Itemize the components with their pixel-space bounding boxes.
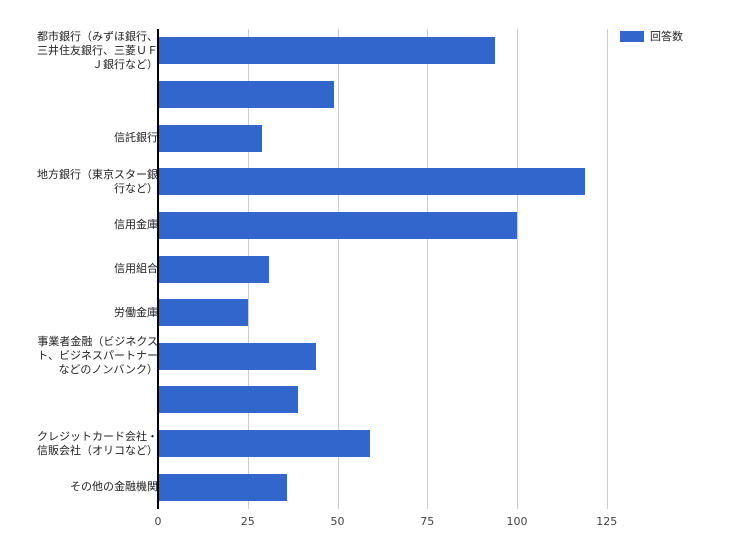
bar[interactable]: [158, 342, 316, 370]
x-tick-label: 100: [506, 515, 528, 528]
x-tick-label: 25: [240, 515, 255, 528]
category-label: 信用組合: [114, 262, 158, 275]
bar[interactable]: [158, 124, 263, 152]
bar[interactable]: [158, 299, 248, 327]
category-label: 都市銀行（みずほ銀行、 三井住友銀行、三菱ＵＦ Ｊ銀行など）: [37, 29, 158, 71]
bar[interactable]: [158, 80, 334, 108]
bar[interactable]: [158, 168, 586, 196]
gridline: [606, 29, 608, 509]
category-label: 信託銀行: [114, 131, 158, 145]
legend[interactable]: 回答数: [620, 28, 683, 44]
x-tick-label: 50: [330, 515, 345, 528]
gridline: [337, 29, 339, 509]
bar[interactable]: [158, 386, 298, 414]
category-label: 信用金庫: [114, 218, 158, 232]
y-axis-baseline: [157, 29, 159, 509]
legend-label: 回答数: [650, 30, 683, 43]
x-tick-label: 75: [420, 515, 435, 528]
x-tick-label: 0: [154, 515, 162, 528]
bar[interactable]: [158, 37, 496, 65]
category-label: その他の金融機関: [70, 480, 158, 494]
category-label: 事業者金融（ビジネクス ト、ビジネスパートナー などのノンバンク）: [37, 335, 158, 377]
bar[interactable]: [158, 473, 288, 501]
category-label: 地方銀行（東京スター銀 行など）: [37, 167, 158, 195]
gridline: [517, 29, 518, 509]
bar[interactable]: [158, 255, 270, 283]
category-label: クレジットカード会社・ 信販会社（オリコなど）: [37, 429, 158, 457]
legend-swatch: [620, 30, 644, 42]
category-label: 労働金庫: [114, 305, 158, 319]
bar[interactable]: [158, 211, 517, 239]
gridline: [427, 29, 429, 509]
bar[interactable]: [158, 430, 370, 458]
plot-area: [157, 29, 618, 509]
x-tick-label: 125: [596, 515, 618, 528]
